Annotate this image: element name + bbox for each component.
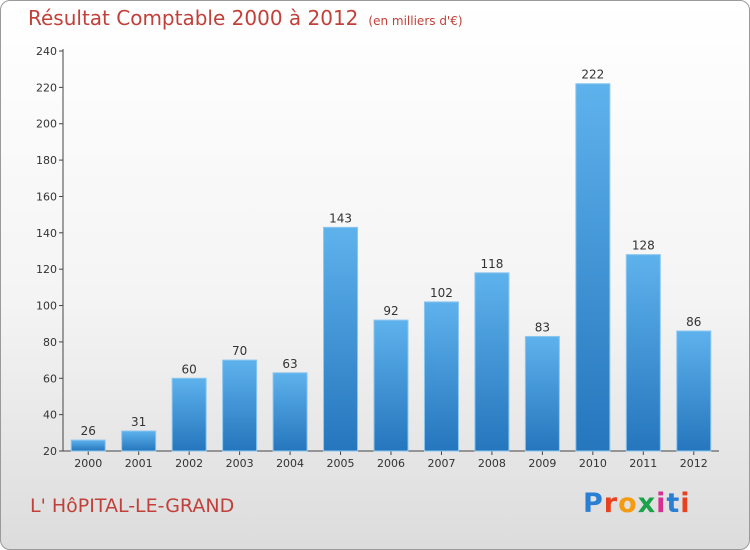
x-tick-label: 2004 xyxy=(276,457,304,470)
bar xyxy=(373,319,409,452)
bar-value-label: 143 xyxy=(329,211,352,225)
bar-value-label: 63 xyxy=(282,357,297,371)
y-tick-label: 200 xyxy=(36,118,57,131)
y-tick-label: 60 xyxy=(43,372,57,385)
y-tick-label: 220 xyxy=(36,81,57,94)
x-tick-label: 2010 xyxy=(579,457,607,470)
bar xyxy=(70,439,106,452)
chart-subtitle: (en milliers d'€) xyxy=(368,14,463,28)
bar xyxy=(625,254,661,452)
x-tick-label: 2011 xyxy=(629,457,657,470)
bar xyxy=(676,330,712,452)
bar-value-label: 31 xyxy=(131,415,146,429)
bar-value-label: 102 xyxy=(430,286,453,300)
x-tick-label: 2003 xyxy=(226,457,254,470)
x-tick-label: 2007 xyxy=(427,457,455,470)
logo-letter: t xyxy=(666,488,681,519)
logo-letter: i xyxy=(680,488,691,519)
y-tick-label: 100 xyxy=(36,300,57,313)
bar-value-label: 128 xyxy=(632,239,655,253)
logo-letter: o xyxy=(618,488,638,519)
bar xyxy=(423,301,459,452)
y-tick-label: 180 xyxy=(36,154,57,167)
chart-labels: 26 31 60 70 63 143 92 102 118 83 222 128 86 xyxy=(81,68,702,438)
bar xyxy=(474,272,510,452)
y-tick-label: 160 xyxy=(36,190,57,203)
x-tick-label: 2012 xyxy=(680,457,708,470)
commune-name: L' HôPITAL-LE-GRAND xyxy=(30,495,235,517)
chart-bars xyxy=(70,83,712,452)
logo-letter: i xyxy=(656,488,667,519)
bar xyxy=(171,377,207,452)
bar xyxy=(272,372,308,452)
bar xyxy=(121,430,157,452)
x-tick-label: 2005 xyxy=(327,457,355,470)
x-tick-label: 2001 xyxy=(125,457,153,470)
x-tick-label: 2000 xyxy=(74,457,102,470)
bar-value-label: 92 xyxy=(383,304,398,318)
bar xyxy=(575,83,611,452)
bar-value-label: 222 xyxy=(581,68,604,82)
bar xyxy=(222,359,258,452)
y-tick-label: 20 xyxy=(43,445,57,458)
y-tick-label: 40 xyxy=(43,409,57,422)
y-tick-label: 140 xyxy=(36,227,57,240)
proxiti-logo: Proxiti xyxy=(583,488,691,519)
x-tick-label: 2009 xyxy=(528,457,556,470)
logo-letter: x xyxy=(637,488,657,519)
x-tick-label: 2008 xyxy=(478,457,506,470)
chart-axes: 20 40 60 80 100 120 140 160 180 200 220 240 2000 2001… xyxy=(36,45,719,470)
bar-value-label: 86 xyxy=(686,315,701,329)
x-tick-label: 2006 xyxy=(377,457,405,470)
x-tick-label: 2002 xyxy=(175,457,203,470)
chart-title: Résultat Comptable 2000 à 2012 (en millie… xyxy=(28,6,463,30)
y-tick-label: 120 xyxy=(36,263,57,276)
logo-letter: P xyxy=(583,488,604,519)
bar-value-label: 70 xyxy=(232,344,247,358)
bar-value-label: 83 xyxy=(535,320,550,334)
bar xyxy=(524,335,560,452)
bar-value-label: 60 xyxy=(182,362,197,376)
bar-value-label: 118 xyxy=(480,257,503,271)
chart-title-text: Résultat Comptable 2000 à 2012 xyxy=(28,6,359,30)
bar-value-label: 26 xyxy=(81,424,96,438)
logo-letter: r xyxy=(603,488,619,519)
y-tick-label: 240 xyxy=(36,45,57,58)
y-tick-label: 80 xyxy=(43,336,57,349)
bar xyxy=(323,226,359,452)
